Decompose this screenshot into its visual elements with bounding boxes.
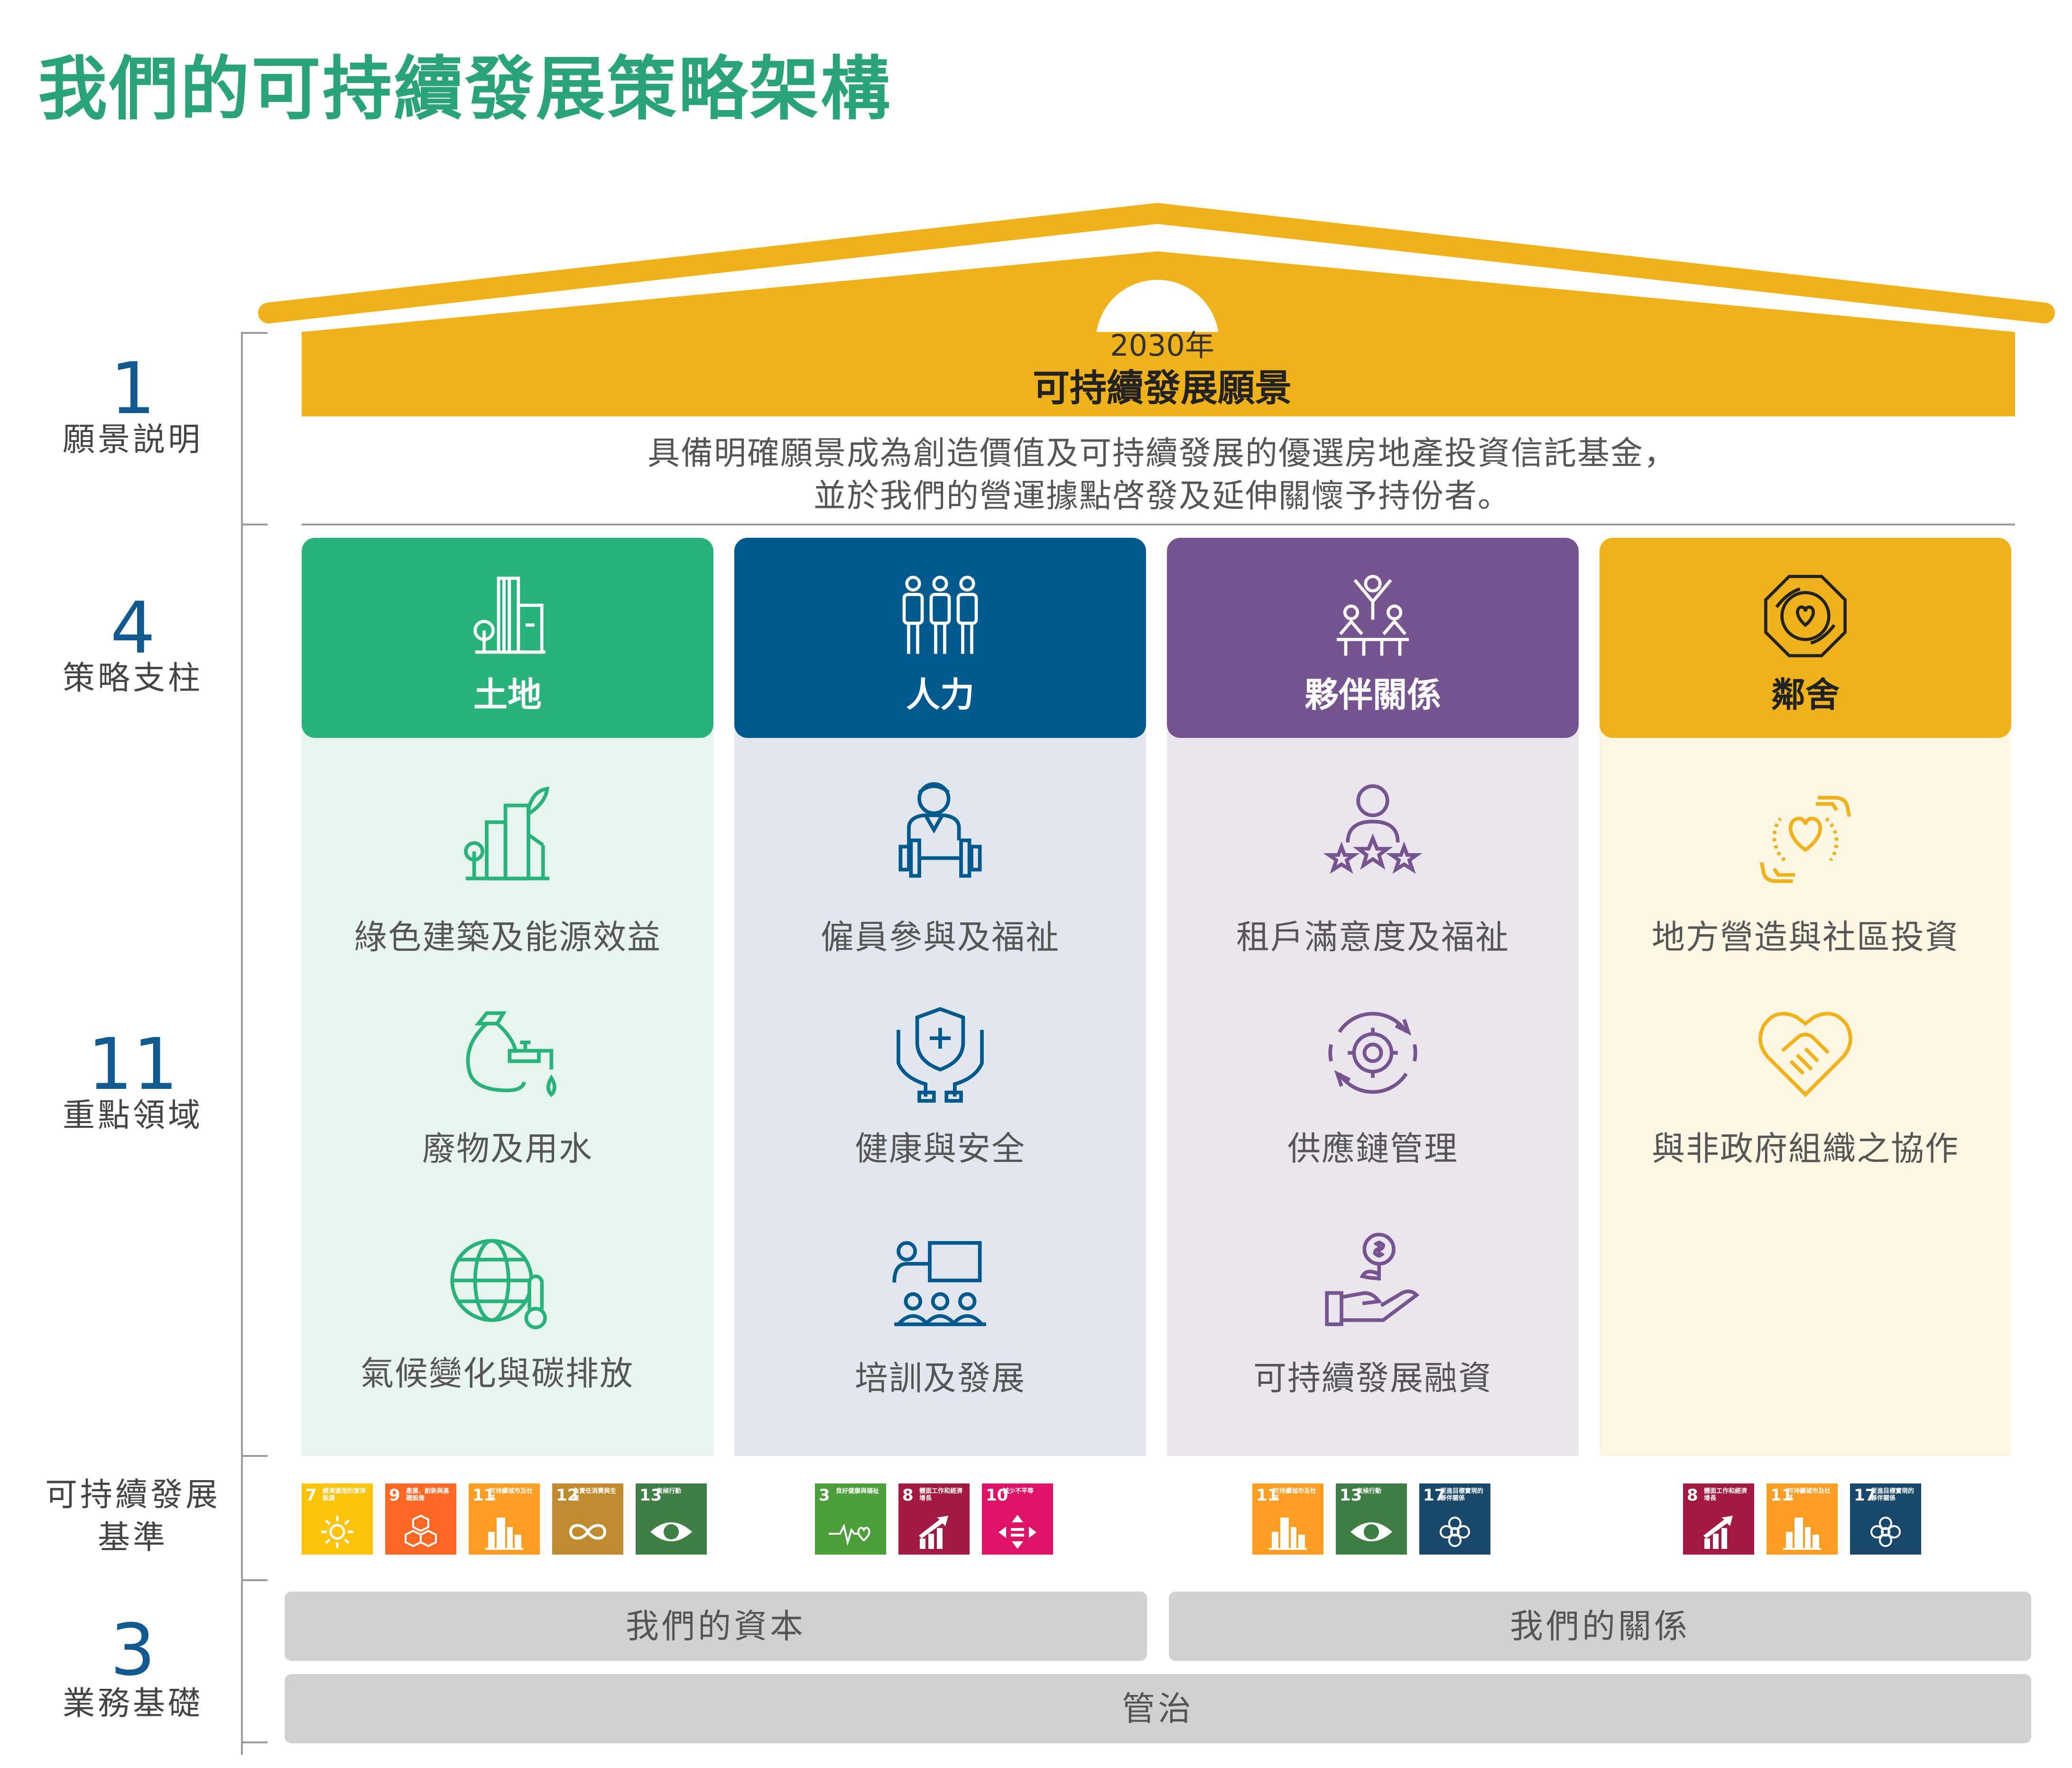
bracket-tick — [241, 332, 268, 334]
sdg-tile-17: 17 促進目標實現的夥伴關係 — [1850, 1483, 1921, 1555]
city-icon — [1783, 1518, 1821, 1550]
cubes-icon — [405, 1514, 437, 1547]
training-icon — [892, 1241, 986, 1326]
pillar-partnership-label: 夥伴關係 — [1304, 674, 1441, 715]
focus-land-3: 氣候變化與碳排放 — [361, 1354, 634, 1393]
focus-partnership-2: 供應鏈管理 — [1287, 1129, 1458, 1168]
growth-chart-icon — [1703, 1516, 1733, 1549]
focus-partnership-3: 可持續發展融資 — [1253, 1359, 1492, 1398]
sdg-tile-13: 13 氣候行動 — [1336, 1483, 1407, 1555]
green-building-icon — [464, 786, 550, 881]
foundation-governance: 管治 — [285, 1674, 2031, 1743]
equality-icon — [999, 1515, 1036, 1549]
sdg-tile-17: 17 促進目標實現的夥伴關係 — [1419, 1483, 1490, 1555]
pillar-neighbour: 鄰舍 — [1600, 538, 2011, 738]
sun-icon — [321, 1516, 353, 1548]
label-foundation-text: 業務基礎 — [62, 1685, 203, 1722]
waste-water-icon — [466, 1011, 556, 1097]
focus-land-1: 綠色建築及能源效益 — [354, 918, 661, 957]
gear-cycle-icon — [1328, 1012, 1417, 1094]
people-group-icon — [902, 575, 978, 654]
page-title: 我們的可持續發展策略架構 — [38, 48, 892, 129]
focus-people-3: 培訓及發展 — [855, 1359, 1026, 1398]
pillar-people: 人力 — [734, 538, 1146, 738]
vision-band — [302, 332, 2015, 416]
person-stars-icon — [1323, 784, 1423, 874]
partnership-people-icon — [1337, 575, 1409, 656]
focus-neighbour-2: 與非政府組織之協作 — [1652, 1129, 1959, 1168]
pillar-neighbour-label: 鄰舍 — [1771, 674, 1840, 715]
label-sdg-line2: 基準 — [97, 1519, 168, 1556]
people-column — [734, 730, 1146, 1456]
bracket-tick — [241, 1741, 268, 1743]
focus-neighbour-1: 地方營造與社區投資 — [1652, 918, 1959, 957]
bracket-tick — [241, 524, 268, 525]
label-vision-number: 1 — [110, 348, 156, 430]
sdg-tile-7: 7 經濟適用的潔淨能源 — [302, 1483, 373, 1555]
foundation-relationships: 我們的關係 — [1169, 1592, 2031, 1661]
sdg-tile-8: 8 體面工作和經濟增長 — [1683, 1483, 1754, 1555]
building-tree-icon — [473, 576, 546, 654]
focus-people-1: 僱員參與及福祉 — [821, 918, 1060, 957]
sdg-tile-12: 12 負責任消費與生產 — [552, 1483, 623, 1555]
sdg-tile-11: 11 可持續城市及社區 — [469, 1483, 540, 1555]
hands-heart-icon — [1759, 796, 1851, 883]
vision-divider — [302, 524, 2015, 525]
bracket-tick — [241, 1455, 268, 1457]
focus-land-2: 廢物及用水 — [422, 1129, 593, 1168]
vision-title: 可持續發展願景 — [1032, 367, 1292, 410]
community-circle-icon — [1764, 575, 1847, 657]
bracket-tick — [241, 1579, 268, 1581]
label-focus-number: 11 — [87, 1023, 178, 1106]
sdg-tile-9: 9 產業、創新與基礎設施 — [385, 1483, 456, 1555]
label-pillars-number: 4 — [110, 587, 156, 670]
handshake-heart-icon — [1758, 1012, 1852, 1097]
pillar-land-label: 土地 — [473, 674, 542, 715]
globe-thermometer-icon — [450, 1239, 547, 1329]
roof-graphic — [258, 203, 2055, 349]
vision-year: 2030年 — [1110, 328, 1214, 363]
label-foundation-number: 3 — [110, 1609, 156, 1692]
sdg-tile-8: 8 體面工作和經濟增長 — [898, 1483, 970, 1555]
vision-statement-line1: 具備明確願景成為創造價值及可持續發展的優選房地產投資信託基金， — [647, 435, 1677, 472]
land-column — [302, 730, 713, 1456]
eye-globe-icon — [1350, 1522, 1392, 1541]
sdg-tile-3: 3 良好健康與福祉 — [815, 1483, 886, 1555]
label-pillars-text: 策略支柱 — [62, 660, 203, 697]
employee-dumbbell-icon — [898, 782, 982, 878]
city-icon — [1269, 1518, 1307, 1550]
sdg-tile-11: 11 可持續城市及社區 — [1767, 1483, 1838, 1555]
heartbeat-icon — [829, 1523, 870, 1546]
infinity-icon — [569, 1524, 607, 1540]
growth-chart-icon — [919, 1516, 948, 1549]
vision-statement-line2: 並於我們的營運據點啓發及延伸關懷予持份者。 — [813, 478, 1511, 515]
city-icon — [485, 1518, 523, 1550]
flower-icon — [1440, 1517, 1470, 1547]
shield-hands-icon — [897, 1007, 984, 1103]
focus-partnership-1: 租戶滿意度及福祉 — [1236, 918, 1509, 957]
sdg-tile-13: 13 氣候行動 — [636, 1483, 707, 1555]
pillar-land: 土地 — [302, 538, 713, 738]
pillar-partnership: 夥伴關係 — [1167, 538, 1579, 738]
foundation-capital: 我們的資本 — [285, 1592, 1147, 1661]
roof-outline — [258, 203, 2055, 323]
label-vision-text: 願景説明 — [62, 421, 203, 459]
flower-icon — [1870, 1517, 1901, 1547]
left-bracket-line — [241, 332, 243, 1755]
label-focus-text: 重點領域 — [62, 1097, 203, 1134]
label-sdg-line1: 可持續發展 — [45, 1476, 221, 1514]
hand-coin-icon — [1325, 1233, 1420, 1326]
focus-people-2: 健康與安全 — [855, 1129, 1026, 1168]
eye-globe-icon — [650, 1522, 692, 1541]
sdg-tile-10: 10 減少不平等 — [982, 1483, 1053, 1555]
pillar-people-label: 人力 — [906, 674, 974, 715]
sdg-tile-11: 11 可持續城市及社區 — [1252, 1483, 1323, 1555]
